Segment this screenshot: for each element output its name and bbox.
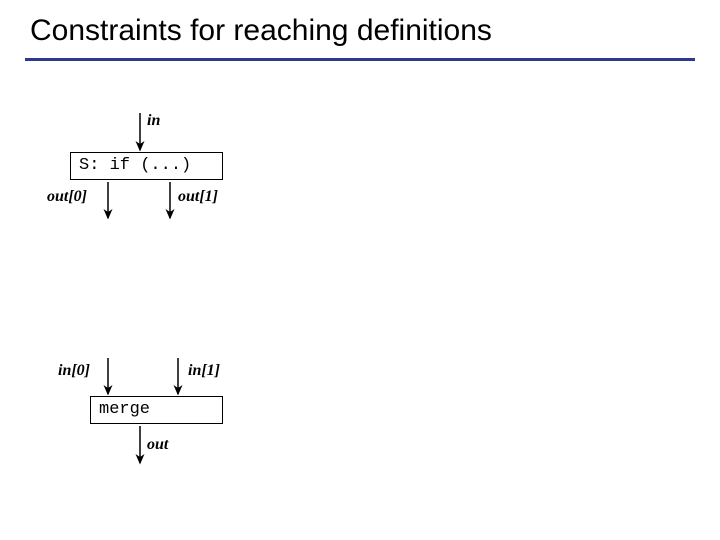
arrows-layer — [0, 0, 720, 540]
